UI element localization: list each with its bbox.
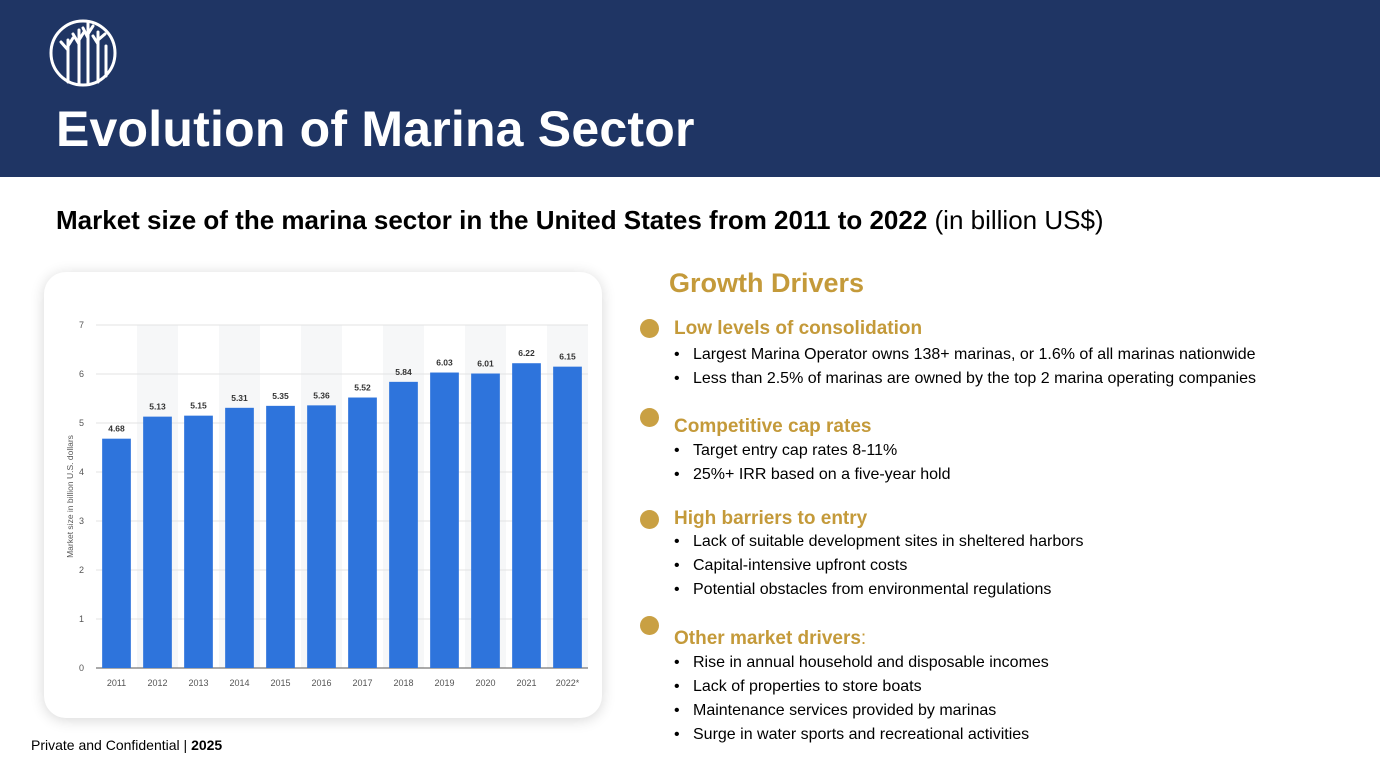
x-tick-label: 2013 [188, 678, 208, 688]
section-title: Low levels of consolidation [674, 318, 923, 339]
bar-value-label: 6.22 [518, 348, 535, 358]
growth-drivers-heading: Growth Drivers [669, 268, 865, 298]
bar-value-label: 6.15 [559, 352, 576, 362]
bar-value-label: 5.13 [149, 402, 166, 412]
y-tick-label: 7 [79, 320, 84, 330]
x-tick-label: 2022* [556, 678, 580, 688]
bar-value-label: 5.52 [354, 383, 371, 393]
page-title: Evolution of Marina Sector [56, 101, 695, 157]
subtitle-unit: (in billion US$) [927, 205, 1104, 235]
x-tick-label: 2019 [434, 678, 454, 688]
section-title: High barriers to entry [674, 508, 868, 529]
x-tick-label: 2016 [311, 678, 331, 688]
market-size-bar-chart: 0 1 2 3 4 5 6 7 Market size in billion U.S. doll… [65, 320, 588, 688]
bar [143, 416, 172, 668]
x-tick-label: 2017 [352, 678, 372, 688]
list-item: Lack of suitable development sites in sh… [674, 530, 1083, 554]
bar-value-label: 4.68 [108, 424, 125, 434]
y-tick-label: 4 [79, 467, 84, 477]
gold-bullet-icon [640, 408, 659, 427]
section-list: Rise in annual household and disposable … [674, 651, 1049, 747]
y-tick-label: 6 [79, 369, 84, 379]
list-item: Potential obstacles from environmental r… [674, 578, 1083, 602]
bar [348, 397, 377, 668]
subtitle-bold: Market size of the marina sector in the … [56, 205, 928, 235]
section-title: Competitive cap rates [674, 416, 872, 437]
x-tick-label: 2012 [147, 678, 167, 688]
chart-subtitle: Market size of the marina sector in the … [56, 205, 1104, 236]
bar-value-label: 5.36 [313, 390, 330, 400]
bar-value-label: 5.31 [231, 393, 248, 403]
list-item: Maintenance services provided by marinas [674, 699, 1049, 723]
bar [102, 438, 131, 668]
bar-value-label: 6.03 [436, 358, 453, 368]
bar [266, 405, 295, 668]
section-list: Lack of suitable development sites in sh… [674, 530, 1083, 602]
x-tick-label: 2021 [516, 678, 536, 688]
gold-bullet-icon [640, 510, 659, 529]
y-tick-label: 0 [79, 663, 84, 673]
bar-value-label: 6.01 [477, 359, 494, 369]
x-tick-label: 2015 [270, 678, 290, 688]
x-tick-label: 2011 [107, 678, 126, 688]
x-tick-label: 2018 [393, 678, 413, 688]
list-item: Less than 2.5% of marinas are owned by t… [674, 367, 1256, 391]
bar [512, 363, 541, 668]
bar [471, 373, 500, 668]
footer-confidential: Private and Confidential | 2025 [31, 737, 223, 753]
bar [225, 407, 254, 668]
bar [553, 366, 582, 668]
section-title: Other market drivers: [674, 628, 867, 649]
list-item: Target entry cap rates 8-11% [674, 439, 950, 463]
list-item: Largest Marina Operator owns 138+ marina… [674, 343, 1256, 367]
gold-bullet-icon [640, 616, 659, 635]
list-item: Lack of properties to store boats [674, 675, 1049, 699]
section-list: Largest Marina Operator owns 138+ marina… [674, 343, 1256, 391]
bar [389, 381, 418, 668]
bar [307, 405, 336, 668]
y-tick-label: 3 [79, 516, 84, 526]
list-item: 25%+ IRR based on a five-year hold [674, 463, 950, 487]
list-item: Capital-intensive upfront costs [674, 554, 1083, 578]
y-tick-label: 1 [79, 614, 84, 624]
list-item: Surge in water sports and recreational a… [674, 723, 1049, 747]
bar [430, 372, 459, 668]
x-tick-label: 2014 [229, 678, 249, 688]
bar [184, 415, 213, 668]
y-axis-title: Market size in billion U.S. dollars [65, 435, 75, 558]
header-banner: Evolution of Marina Sector [0, 0, 1380, 177]
tree-logo-icon [49, 19, 117, 87]
section-list: Target entry cap rates 8-11% 25%+ IRR ba… [674, 439, 950, 487]
bar-value-label: 5.35 [272, 391, 289, 401]
y-tick-label: 2 [79, 565, 84, 575]
chart-card: 0 1 2 3 4 5 6 7 Market size in billion U.S. doll… [44, 272, 602, 718]
x-tick-label: 2020 [475, 678, 495, 688]
list-item: Rise in annual household and disposable … [674, 651, 1049, 675]
y-tick-label: 5 [79, 418, 84, 428]
gold-bullet-icon [640, 319, 659, 338]
bar-value-label: 5.15 [190, 401, 207, 411]
bar-value-label: 5.84 [395, 367, 412, 377]
